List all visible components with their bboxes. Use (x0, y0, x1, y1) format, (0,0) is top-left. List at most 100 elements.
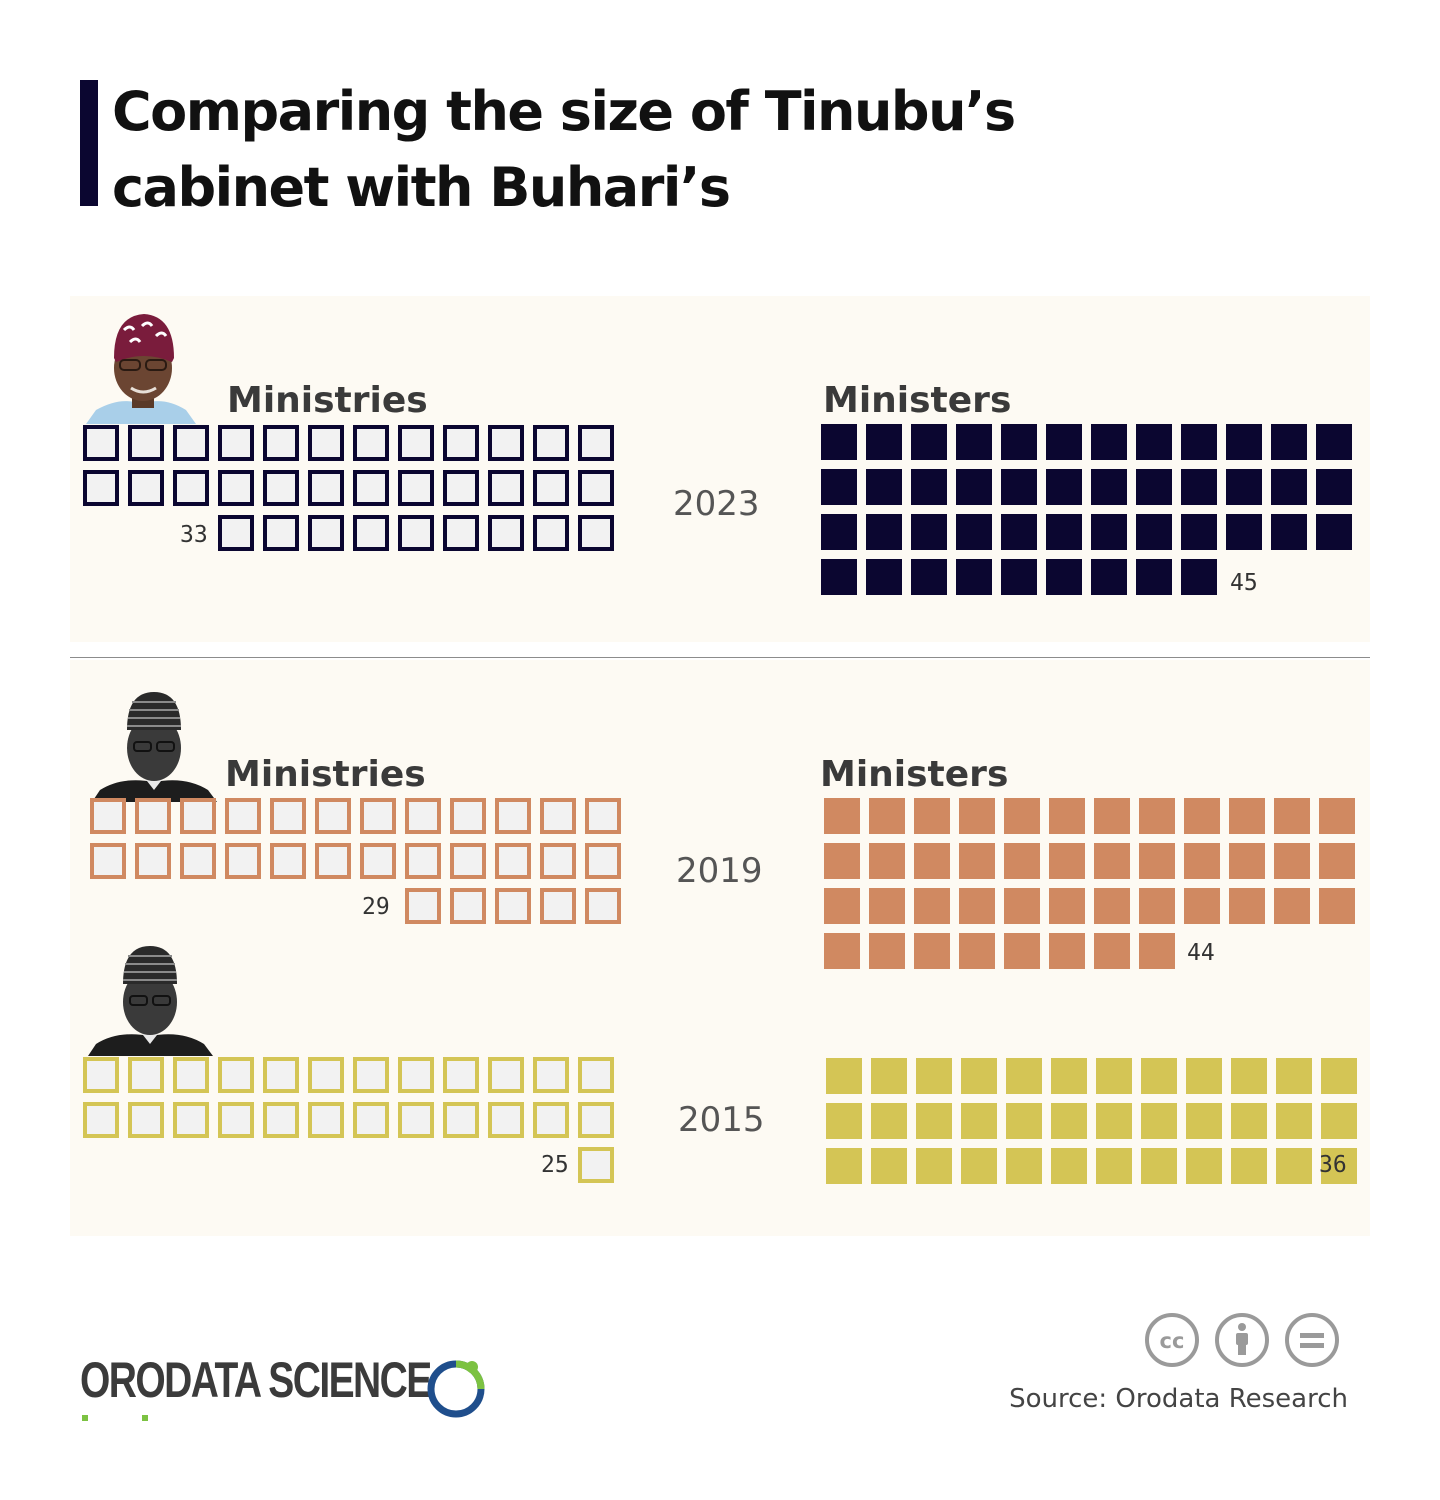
ministry-square-2023 (578, 470, 614, 506)
year-label-2019: 2019 (676, 851, 763, 891)
minister-square-2023 (1181, 559, 1217, 595)
ministry-square-2023 (308, 515, 344, 551)
ministry-square-2023 (488, 470, 524, 506)
minister-square-2019 (1139, 843, 1175, 879)
ministers-count-2015: 36 (1319, 1152, 1347, 1178)
no-derivatives-icon (1285, 1313, 1339, 1367)
ministry-square-2023 (308, 470, 344, 506)
ministry-square-2023 (263, 470, 299, 506)
chart-title: Comparing the size of Tinubu’s cabinet w… (112, 80, 1016, 219)
minister-square-2019 (1184, 843, 1220, 879)
minister-square-2015 (1051, 1058, 1087, 1094)
minister-square-2015 (1276, 1103, 1312, 1139)
minister-square-2023 (821, 424, 857, 460)
minister-square-2019 (824, 798, 860, 834)
ministry-square-2019 (495, 888, 531, 924)
ministry-square-2019 (360, 843, 396, 879)
ministry-square-2023 (398, 515, 434, 551)
minister-square-2023 (1316, 469, 1352, 505)
minister-square-2023 (1316, 514, 1352, 550)
minister-square-2015 (1006, 1103, 1042, 1139)
minister-square-2019 (914, 843, 950, 879)
ministry-square-2023 (398, 470, 434, 506)
ministry-square-2023 (173, 470, 209, 506)
minister-square-2015 (916, 1148, 952, 1184)
minister-square-2015 (1096, 1148, 1132, 1184)
ministry-square-2015 (398, 1057, 434, 1093)
ministry-square-2019 (135, 798, 171, 834)
ministry-square-2019 (270, 798, 306, 834)
logo-underline (82, 1415, 148, 1421)
ministry-square-2019 (360, 798, 396, 834)
minister-square-2019 (1274, 798, 1310, 834)
by-attribution-icon (1215, 1313, 1269, 1367)
ministry-square-2023 (578, 425, 614, 461)
ministry-square-2019 (225, 798, 261, 834)
ministry-square-2023 (533, 470, 569, 506)
ministries-label-2019: Ministries (225, 754, 426, 795)
ministry-square-2019 (405, 798, 441, 834)
ministry-square-2023 (353, 515, 389, 551)
ministers-count-2019: 44 (1187, 940, 1215, 966)
minister-square-2023 (866, 424, 902, 460)
ministry-square-2015 (533, 1057, 569, 1093)
minister-square-2019 (1049, 798, 1085, 834)
tinubu-portrait (86, 314, 196, 424)
ministry-square-2015 (578, 1102, 614, 1138)
ministry-square-2015 (488, 1057, 524, 1093)
ministry-square-2023 (443, 470, 479, 506)
minister-square-2015 (1051, 1103, 1087, 1139)
ministry-square-2023 (218, 470, 254, 506)
ministry-square-2019 (450, 888, 486, 924)
minister-square-2019 (1319, 798, 1355, 834)
ministry-square-2019 (270, 843, 306, 879)
minister-square-2019 (824, 888, 860, 924)
ministry-square-2023 (263, 425, 299, 461)
ministry-square-2015 (173, 1057, 209, 1093)
ministry-square-2023 (533, 515, 569, 551)
minister-square-2019 (1094, 798, 1130, 834)
ministry-square-2019 (450, 843, 486, 879)
minister-square-2015 (1321, 1148, 1357, 1184)
minister-square-2019 (1094, 933, 1130, 969)
minister-square-2015 (916, 1103, 952, 1139)
minister-square-2015 (961, 1058, 997, 1094)
minister-square-2023 (1181, 469, 1217, 505)
ministry-square-2023 (83, 425, 119, 461)
minister-square-2019 (1274, 843, 1310, 879)
ministry-square-2019 (450, 798, 486, 834)
ministry-square-2023 (218, 425, 254, 461)
ministry-square-2015 (83, 1102, 119, 1138)
minister-square-2019 (1229, 843, 1265, 879)
minister-square-2023 (1001, 514, 1037, 550)
minister-square-2019 (1094, 888, 1130, 924)
minister-square-2023 (1091, 514, 1127, 550)
ministry-square-2019 (540, 798, 576, 834)
ministry-square-2015 (218, 1057, 254, 1093)
ministry-square-2023 (443, 425, 479, 461)
minister-square-2019 (1049, 933, 1085, 969)
minister-square-2023 (821, 469, 857, 505)
orodata-ring-logo (427, 1360, 485, 1418)
license-icons: cc (1145, 1313, 1339, 1367)
ministry-square-2015 (443, 1057, 479, 1093)
minister-square-2015 (1321, 1103, 1357, 1139)
year-label-2023: 2023 (673, 484, 760, 524)
minister-square-2015 (1186, 1103, 1222, 1139)
minister-square-2019 (869, 843, 905, 879)
ministry-square-2015 (263, 1102, 299, 1138)
minister-square-2023 (866, 469, 902, 505)
ministry-square-2015 (263, 1057, 299, 1093)
ministry-square-2015 (308, 1057, 344, 1093)
minister-square-2023 (1001, 469, 1037, 505)
ministry-square-2023 (488, 425, 524, 461)
ministry-square-2023 (533, 425, 569, 461)
minister-square-2019 (1139, 798, 1175, 834)
year-label-2015: 2015 (678, 1100, 765, 1140)
minister-square-2015 (1231, 1058, 1267, 1094)
minister-square-2019 (1184, 888, 1220, 924)
ministry-square-2023 (308, 425, 344, 461)
minister-square-2015 (1186, 1148, 1222, 1184)
minister-square-2015 (1321, 1058, 1357, 1094)
ministry-square-2019 (90, 843, 126, 879)
